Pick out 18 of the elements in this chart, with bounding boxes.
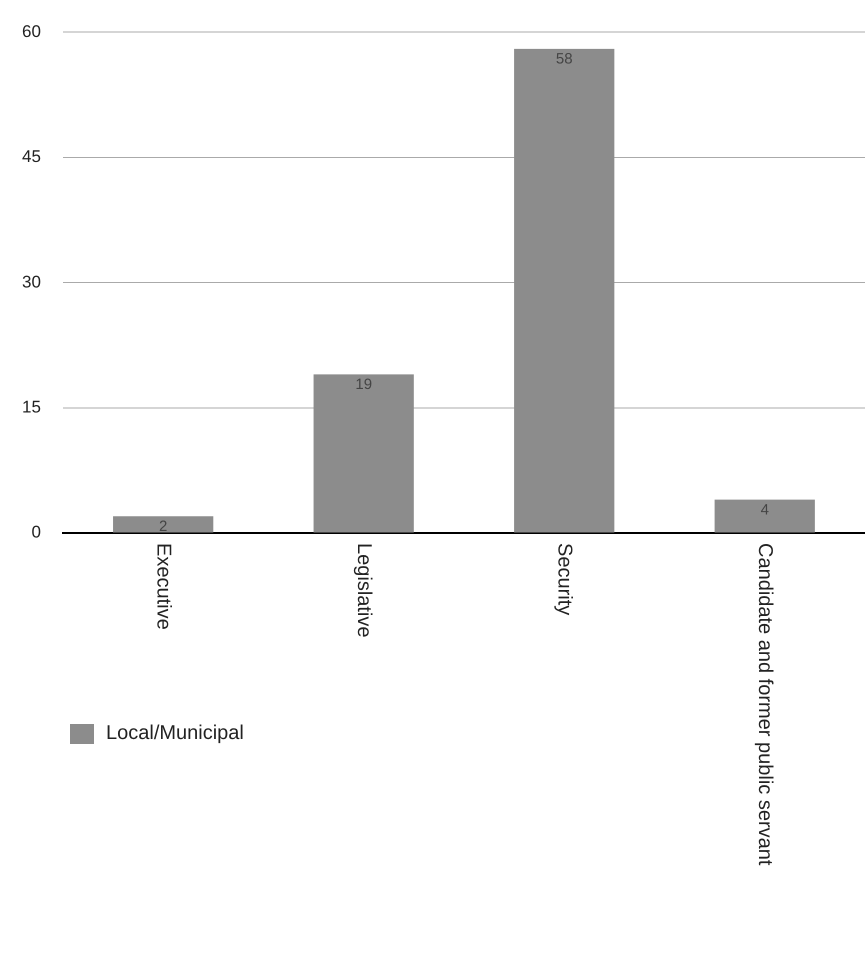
x-tick-label: Security (554, 543, 576, 616)
y-tick-label: 60 (22, 22, 41, 41)
legend-label: Local/Municipal (106, 722, 244, 745)
y-tick-label: 30 (22, 272, 41, 292)
x-tick-label: Executive (152, 543, 175, 630)
y-tick-label: 0 (31, 522, 41, 542)
data-label: 58 (556, 50, 573, 68)
bar (514, 48, 614, 532)
data-label: 4 (760, 501, 769, 518)
bar (314, 374, 414, 532)
y-tick-label: 15 (22, 397, 41, 416)
x-tick-label: Legislative (353, 543, 376, 638)
data-label: 2 (159, 518, 168, 535)
y-tick-label: 45 (22, 147, 41, 166)
x-tick-label: Candidate and former public servant (754, 543, 776, 866)
bar (113, 516, 214, 532)
data-label: 19 (355, 376, 372, 394)
bar (714, 500, 815, 532)
